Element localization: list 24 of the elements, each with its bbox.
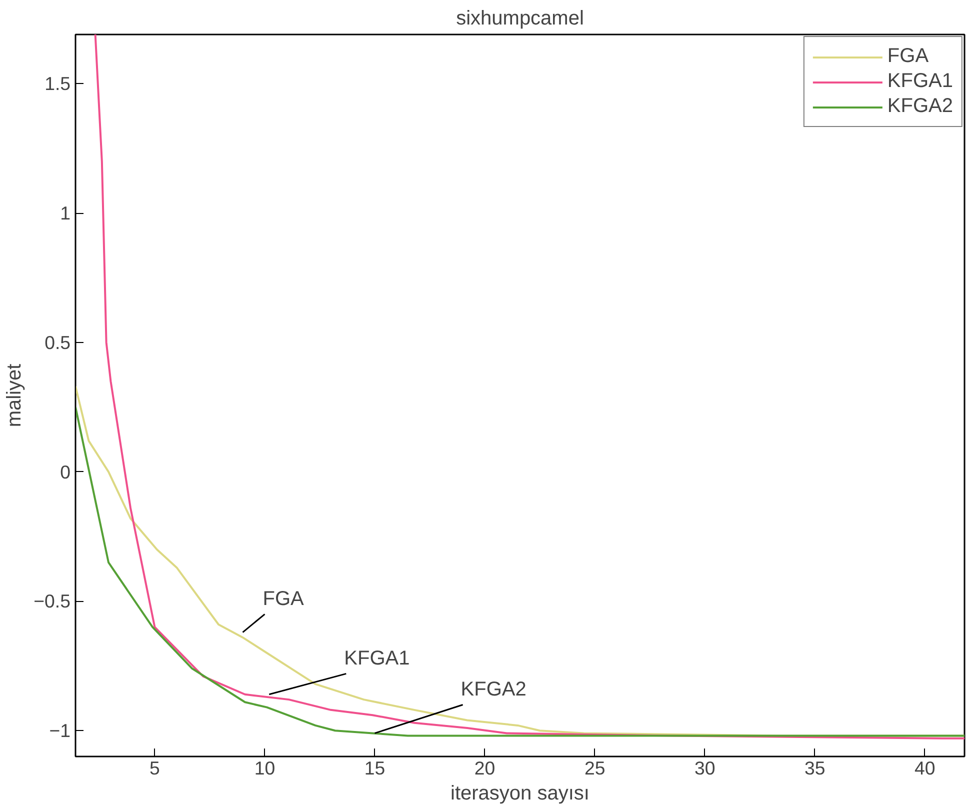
- legend-label: FGA: [887, 45, 929, 68]
- y-tick-label: −0.5: [34, 590, 71, 612]
- x-tick-label: 20: [474, 758, 496, 778]
- x-tick-label: 30: [694, 758, 716, 778]
- y-tick-label: 1.5: [44, 73, 71, 94]
- x-tick-label: 15: [364, 758, 386, 778]
- x-tick-label: 5: [150, 758, 160, 778]
- chart-title: sixhumpcamel: [456, 8, 584, 30]
- x-tick-label: 35: [804, 758, 826, 778]
- y-tick-label: 0.5: [44, 332, 71, 353]
- x-tick-label: 10: [254, 758, 276, 778]
- legend-label: KFGA2: [887, 95, 953, 118]
- annotation: KFGA1: [344, 648, 410, 670]
- annotation: KFGA2: [460, 678, 526, 701]
- line-series: [94, 34, 964, 740]
- x-tick-label: 25: [584, 758, 606, 778]
- y-axis-title: maliyet: [4, 363, 26, 428]
- annotation: FGA: [262, 588, 305, 610]
- x-tick-label: 40: [914, 758, 936, 778]
- x-axis-title: iterasyon sayısı: [450, 782, 590, 804]
- y-tick-label: 0: [60, 461, 71, 482]
- legend-label: KFGA1: [887, 70, 953, 93]
- y-tick-label: −1: [49, 720, 71, 742]
- y-tick-label: 1: [60, 202, 71, 224]
